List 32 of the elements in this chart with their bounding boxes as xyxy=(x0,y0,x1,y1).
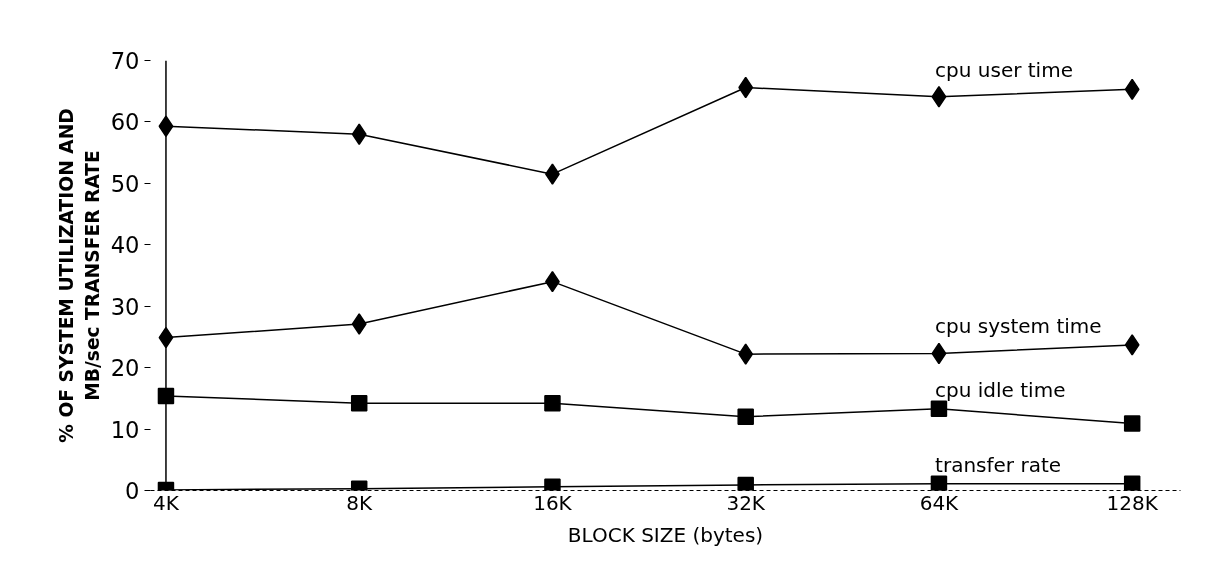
y-tick-label: 10 xyxy=(110,416,140,443)
series-label: transfer rate xyxy=(935,452,1062,477)
point xyxy=(1123,415,1141,432)
x-tick-label: 16K xyxy=(533,490,573,515)
y-axis-title: % OF SYSTEM UTILIZATION AND MB/sec TRANSFER RATE xyxy=(56,108,103,443)
x-tick-label: 64K xyxy=(919,490,960,515)
point xyxy=(737,408,754,426)
point xyxy=(1123,475,1141,491)
point xyxy=(1124,334,1140,356)
series-label: cpu user time xyxy=(935,58,1073,83)
y-tick-label: 20 xyxy=(110,355,140,382)
point xyxy=(738,343,754,365)
point xyxy=(351,313,367,335)
point xyxy=(351,123,367,145)
x-tick-label: 8K xyxy=(346,490,374,515)
y-tick-label: 30 xyxy=(110,293,140,320)
y-tick-label: 60 xyxy=(110,109,140,136)
point xyxy=(544,395,561,412)
y-tick-label: 70 xyxy=(110,48,140,74)
series-label: cpu idle time xyxy=(935,377,1066,402)
x-tick-label: 4K xyxy=(153,490,180,515)
y-tick-label: 40 xyxy=(110,232,140,259)
x-tick-label: 128K xyxy=(1106,490,1159,515)
point xyxy=(737,476,754,491)
series-label: cpu system time xyxy=(935,313,1102,338)
point xyxy=(930,475,948,491)
point xyxy=(930,400,948,418)
x-axis-title: BLOCK SIZE (bytes) xyxy=(567,522,764,547)
y-tick-label: 0 xyxy=(125,478,140,504)
x-tick-label: 32K xyxy=(726,490,766,515)
point xyxy=(350,395,368,412)
y-tick-label: 50 xyxy=(110,170,140,197)
